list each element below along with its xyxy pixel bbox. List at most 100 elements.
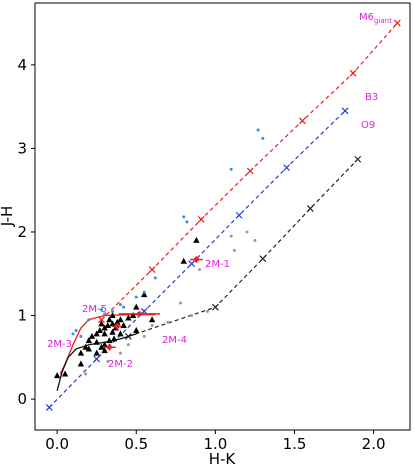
dot — [232, 248, 236, 252]
dot — [179, 301, 183, 305]
triangle-point — [101, 347, 108, 354]
x-marker — [298, 117, 306, 125]
x-marker — [93, 355, 101, 363]
x-marker — [349, 69, 357, 77]
x-marker — [45, 404, 53, 411]
annotation: 2M-5 — [82, 304, 107, 315]
error-point — [193, 257, 199, 263]
y-tick-label: 1 — [17, 307, 27, 325]
x-tick-label: 1.5 — [283, 435, 307, 453]
x-marker — [197, 216, 205, 223]
triangle-point — [109, 320, 116, 327]
x-marker — [188, 260, 196, 268]
dot — [205, 309, 209, 313]
triangle-point — [98, 343, 105, 350]
triangle-point — [125, 314, 132, 321]
dot — [245, 230, 249, 234]
plot-frame — [34, 2, 411, 431]
triangle-point — [85, 345, 92, 352]
x-marker — [341, 107, 349, 115]
x-marker — [246, 167, 254, 175]
triangle-point — [93, 338, 100, 345]
dot — [103, 312, 107, 316]
x-tick-label: 1.0 — [203, 435, 227, 453]
dot — [229, 234, 233, 238]
x-tick-label: 0.5 — [124, 435, 148, 453]
error-point — [106, 344, 112, 350]
x-tick-label: 2.0 — [362, 435, 386, 453]
dot — [87, 318, 91, 322]
dot — [84, 372, 88, 376]
triangle-point — [180, 257, 187, 264]
dot — [126, 343, 130, 347]
annotation: 2M-1 — [205, 259, 230, 270]
triangle-point — [101, 330, 108, 337]
dot — [71, 332, 75, 336]
giant-label-sub: giant — [374, 17, 392, 25]
dot — [118, 351, 122, 355]
x-marker — [259, 255, 267, 263]
x-marker — [354, 155, 362, 163]
triangle-point — [117, 330, 124, 337]
x-marker — [283, 164, 291, 172]
dot — [79, 334, 83, 338]
triangle-point — [77, 349, 85, 356]
triangle-point — [61, 370, 69, 377]
y-tick-label: 3 — [17, 139, 27, 157]
triangle-point — [114, 318, 121, 325]
x-marker — [148, 266, 156, 273]
dot — [150, 324, 154, 328]
dot — [99, 308, 103, 312]
error-point — [136, 311, 142, 317]
triangle-point — [133, 327, 140, 334]
y-tick-label: 4 — [17, 56, 27, 74]
triangle-point — [148, 316, 156, 323]
curve — [56, 333, 137, 391]
triangle-point — [88, 332, 96, 339]
dot — [190, 314, 194, 318]
triangle-point — [117, 316, 124, 323]
annotation: 2M-2 — [108, 359, 133, 370]
triangle-point — [133, 303, 140, 310]
dot — [253, 238, 257, 242]
x-marker — [306, 205, 314, 212]
dot — [142, 334, 146, 338]
triangle-point — [129, 312, 137, 319]
triangle-point — [109, 328, 116, 335]
dot — [122, 305, 126, 309]
triangle-point — [109, 312, 116, 319]
triangle-point — [140, 291, 148, 298]
triangle-point — [98, 320, 105, 327]
x-marker — [393, 19, 401, 27]
y-tick-label: 2 — [17, 223, 27, 241]
x-marker — [211, 303, 219, 311]
dashed-line — [128, 158, 359, 337]
dot — [182, 215, 186, 219]
dot — [166, 320, 170, 324]
annotation: B3 — [365, 92, 378, 103]
error-point — [114, 323, 120, 329]
annotation: O9 — [361, 120, 375, 131]
triangle-point — [53, 372, 61, 379]
annotation: 2M-4 — [162, 335, 187, 346]
dot — [229, 167, 233, 171]
dot — [153, 276, 157, 280]
x-marker — [98, 316, 105, 324]
triangle-point — [106, 316, 113, 323]
triangle-point — [110, 335, 118, 342]
triangle-point — [101, 341, 108, 348]
triangle-point — [120, 322, 127, 329]
triangle-point — [77, 360, 85, 367]
triangle-point — [106, 337, 113, 344]
y-tick-label: 0 — [17, 390, 27, 408]
y-axis-label: J-H — [0, 206, 16, 228]
giant-label: M6giant — [359, 12, 392, 25]
triangle-point — [93, 330, 100, 337]
dot — [118, 303, 122, 307]
dot — [185, 220, 189, 224]
dot — [256, 128, 260, 132]
dot — [198, 268, 202, 272]
dot — [74, 329, 78, 333]
dot — [106, 359, 110, 363]
